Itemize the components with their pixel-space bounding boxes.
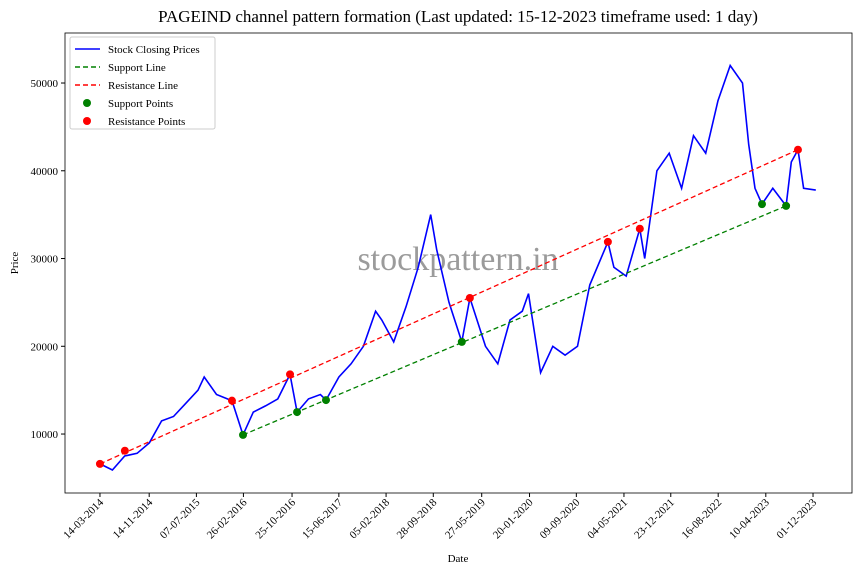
x-tick-label: 25-10-2016 (253, 496, 298, 541)
x-tick-label: 07-07-2015 (158, 496, 203, 541)
y-tick-label: 10000 (31, 429, 59, 441)
point (465, 294, 474, 303)
point (227, 396, 236, 405)
y-tick-label: 20000 (31, 341, 59, 353)
point (120, 446, 129, 455)
x-axis-label: Date (448, 553, 469, 565)
legend-label: Stock Closing Prices (108, 44, 200, 56)
y-tick-label: 30000 (31, 254, 59, 266)
y-axis-label: Price (9, 252, 21, 275)
x-tick-label: 10-04-2023 (727, 496, 772, 541)
x-tick-label: 26-02-2016 (205, 496, 250, 541)
legend-label: Support Points (108, 98, 173, 110)
y-tick-label: 50000 (31, 78, 59, 90)
point (95, 459, 104, 468)
x-tick-label: 28-09-2018 (395, 496, 440, 541)
legend-marker (83, 99, 91, 107)
chart-title: PAGEIND channel pattern formation (Last … (158, 7, 758, 26)
point (457, 337, 466, 346)
point (782, 201, 791, 210)
plot-frame (64, 32, 853, 494)
point (293, 408, 302, 417)
watermark: stockpattern.in (357, 241, 558, 278)
x-tick-label: 20-01-2020 (491, 496, 536, 541)
trend-line (242, 205, 787, 436)
x-tick-label: 27-05-2019 (443, 496, 488, 541)
legend-label: Resistance Points (108, 116, 185, 128)
legend-marker (83, 117, 91, 125)
x-tick-label: 14-11-2014 (111, 496, 156, 541)
legend-label: Resistance Line (108, 80, 178, 92)
x-tick-label: 05-02-2018 (347, 496, 392, 541)
x-tick-label: 23-12-2021 (632, 497, 677, 542)
trend-line (99, 149, 799, 465)
point (603, 237, 612, 246)
point (239, 430, 248, 439)
legend-box (69, 36, 216, 130)
legend-label: Support Line (108, 62, 166, 74)
point (757, 200, 766, 209)
x-tick-label: 15-06-2017 (300, 496, 345, 541)
x-tick-label: 04-05-2021 (585, 497, 630, 542)
point (286, 370, 295, 379)
x-tick-label: 09-09-2020 (538, 496, 583, 541)
x-tick-label: 01-12-2023 (774, 496, 819, 541)
x-tick-label: 14-03-2014 (61, 496, 106, 541)
x-tick-label: 16-08-2022 (680, 497, 725, 542)
point (635, 224, 644, 233)
point (793, 145, 802, 154)
y-tick-label: 40000 (31, 166, 59, 178)
point (321, 396, 330, 405)
